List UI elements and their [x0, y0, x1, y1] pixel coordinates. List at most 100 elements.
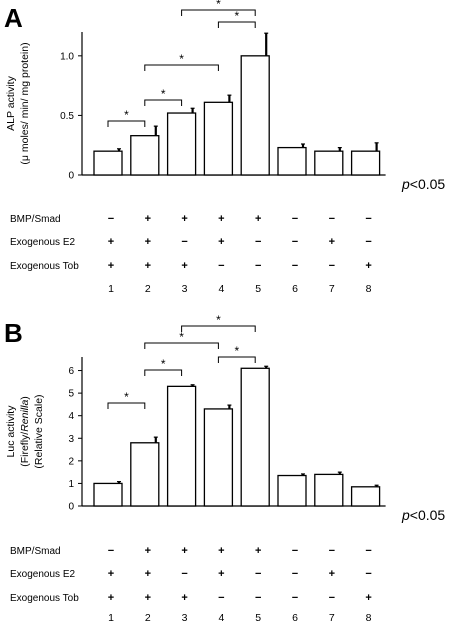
treatment-mark: −	[329, 545, 335, 557]
lane-number: 7	[329, 283, 335, 295]
lane-number: 8	[366, 283, 372, 295]
y-tick-label: 0	[68, 502, 74, 513]
treatment-mark: +	[145, 236, 151, 248]
treatment-mark: +	[108, 236, 114, 248]
lane-number: 2	[145, 612, 151, 624]
treatment-mark: +	[145, 213, 151, 225]
significance-bracket	[181, 9, 256, 16]
bar	[93, 150, 123, 176]
treatment-mark: −	[292, 236, 298, 248]
lane-number: 6	[292, 283, 298, 295]
lane-number: 2	[145, 283, 151, 295]
p-value-rest: <0.05	[410, 507, 446, 523]
significance-star: *	[161, 357, 166, 371]
lane-number: 6	[292, 612, 298, 624]
treatment-mark: −	[329, 592, 335, 604]
treatment-mark: +	[365, 592, 371, 604]
treatment-mark: +	[181, 545, 187, 557]
lane-number: 4	[218, 283, 224, 295]
significance-bracket	[181, 325, 256, 332]
treatment-row-label: BMP/Smad	[10, 214, 61, 225]
y-tick-label: 6	[68, 366, 74, 377]
bar	[93, 482, 123, 507]
y-tick-label: 3	[68, 434, 74, 445]
significance-star: *	[216, 0, 221, 11]
treatment-mark: −	[108, 213, 114, 225]
treatment-mark: +	[181, 260, 187, 272]
bar	[130, 442, 160, 507]
p-value-label: p<0.05	[401, 176, 445, 192]
lane-number: 3	[182, 612, 188, 624]
treatment-mark: −	[329, 260, 335, 272]
treatment-mark: −	[292, 213, 298, 225]
treatment-mark: +	[218, 213, 224, 225]
treatment-mark: +	[255, 545, 261, 557]
bar	[277, 474, 307, 507]
bar	[203, 101, 234, 176]
treatment-mark: +	[329, 236, 335, 248]
treatment-mark: −	[292, 592, 298, 604]
significance-bracket	[107, 120, 146, 127]
treatment-mark: +	[145, 545, 151, 557]
significance-star: *	[179, 330, 184, 344]
bar	[314, 150, 344, 176]
significance-bracket	[217, 356, 256, 363]
treatment-mark: −	[292, 545, 298, 557]
treatment-mark: −	[218, 260, 224, 272]
y-axis-label: (Firefly/Renilla)	[19, 396, 31, 467]
y-tick-label: 0.5	[60, 111, 74, 122]
bar	[240, 367, 270, 507]
treatment-mark: −	[218, 592, 224, 604]
treatment-row-label: Exogenous Tob	[10, 593, 79, 604]
treatment-mark: −	[292, 568, 298, 580]
treatment-mark: +	[365, 260, 371, 272]
treatment-mark: +	[329, 568, 335, 580]
treatment-row-label: BMP/Smad	[10, 546, 61, 557]
panel-b-letter: B	[4, 318, 23, 348]
y-axis-label-part: (Firefly/	[19, 432, 31, 467]
y-tick-label: 1	[68, 479, 74, 490]
significance-star: *	[234, 344, 239, 358]
y-tick-label: 4	[68, 411, 74, 422]
treatment-mark: −	[255, 236, 261, 248]
lane-number: 4	[218, 612, 224, 624]
lane-number: 1	[108, 612, 114, 624]
significance-star: *	[161, 87, 166, 101]
bar	[166, 112, 197, 176]
treatment-mark: +	[218, 236, 224, 248]
y-axis-label: Luc activity	[5, 405, 17, 458]
treatment-mark: −	[108, 545, 114, 557]
significance-star: *	[124, 390, 129, 404]
significance-bracket	[144, 99, 183, 106]
y-axis-label-part: Renilla	[19, 400, 31, 432]
treatment-mark: +	[181, 213, 187, 225]
treatment-mark: −	[255, 592, 261, 604]
treatment-mark: +	[145, 592, 151, 604]
treatment-mark: +	[218, 568, 224, 580]
y-axis-label: (μ moles/ min/ mg protein)	[19, 42, 31, 164]
bar	[166, 385, 197, 507]
p-value-italic: p	[401, 176, 410, 192]
significance-star: *	[179, 52, 184, 66]
significance-bracket	[107, 402, 146, 409]
bar	[203, 408, 234, 507]
treatment-row-label: Exogenous E2	[10, 569, 75, 580]
y-tick-label: 1.0	[60, 51, 74, 62]
y-tick-label: 0	[68, 171, 74, 182]
treatment-mark: +	[181, 592, 187, 604]
significance-star: *	[234, 9, 239, 23]
y-tick-label: 5	[68, 389, 74, 400]
treatment-mark: −	[181, 236, 187, 248]
treatment-row-label: Exogenous Tob	[10, 261, 79, 272]
y-axis-label-part: )	[19, 396, 31, 400]
treatment-mark: −	[292, 260, 298, 272]
bar	[350, 150, 381, 176]
significance-bracket	[144, 369, 183, 376]
lane-number: 5	[255, 612, 261, 624]
lane-number: 5	[255, 283, 261, 295]
significance-star: *	[216, 313, 221, 327]
p-value-rest: <0.05	[410, 176, 446, 192]
treatment-mark: −	[181, 568, 187, 580]
treatment-mark: +	[108, 592, 114, 604]
